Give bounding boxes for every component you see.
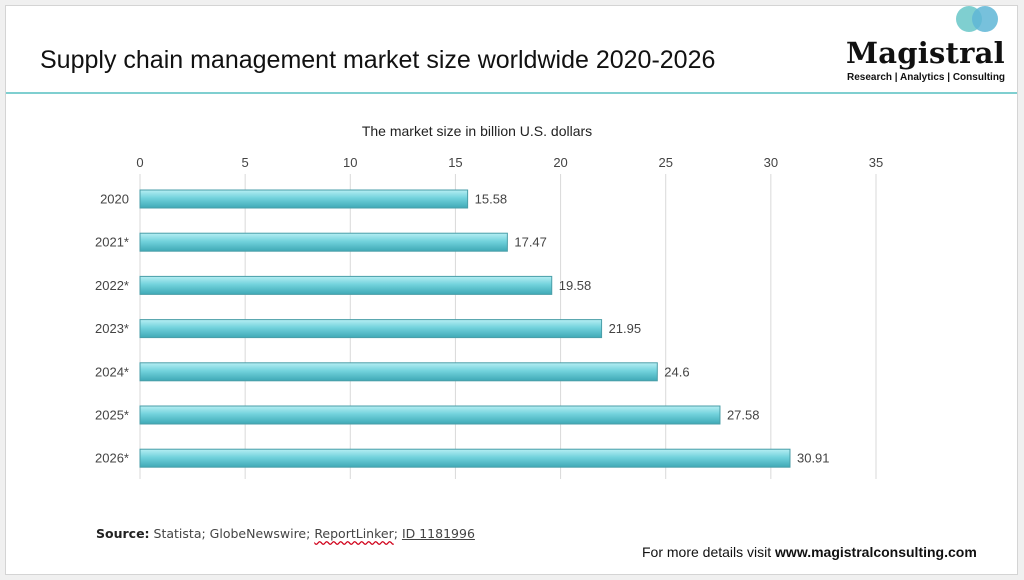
x-tick-label: 0 (136, 155, 143, 170)
chart-title: The market size in billion U.S. dollars (362, 123, 592, 139)
bar-2025 (139, 405, 721, 425)
source-id: ID 1181996 (401, 526, 475, 541)
bar-2021 (139, 232, 508, 252)
data-label: 17.47 (514, 235, 547, 250)
source-reportlinker: ReportLinker (314, 526, 394, 541)
slide: Supply chain management market size worl… (5, 5, 1018, 575)
y-axis-categories: 2020 2021* 2022* 2023* 2024* 2025* 2026* (95, 192, 129, 466)
bar-chart: The market size in billion U.S. dollars … (95, 123, 883, 479)
source-note: Source: Statista; GlobeNewswire; ReportL… (96, 526, 475, 541)
x-tick-label: 5 (242, 155, 249, 170)
category-label: 2021* (95, 235, 129, 250)
data-label: 15.58 (475, 192, 508, 207)
x-tick-label: 30 (764, 155, 778, 170)
category-label: 2020 (100, 192, 129, 207)
category-label: 2026* (95, 451, 129, 466)
logo-circles-icon (956, 6, 998, 32)
x-axis-ticks: 0 5 10 15 20 25 30 35 (136, 155, 883, 170)
category-label: 2025* (95, 408, 129, 423)
category-label: 2023* (95, 321, 129, 336)
header-divider (6, 92, 1017, 94)
page-title: Supply chain management market size worl… (40, 46, 716, 74)
source-label: Source: (96, 526, 150, 541)
footer-link[interactable]: www.magistralconsulting.com (775, 544, 977, 560)
logo-name: Magistral (846, 36, 1005, 70)
data-label: 21.95 (609, 321, 642, 336)
bar-2026 (139, 448, 791, 468)
source-sep: ; (393, 526, 398, 541)
x-tick-label: 15 (448, 155, 462, 170)
logo-circle-right (972, 6, 998, 32)
data-label: 19.58 (559, 278, 592, 293)
bar-2024 (139, 362, 658, 382)
x-tick-label: 35 (869, 155, 883, 170)
source-text-1: Statista; GlobeNewswire; (153, 526, 315, 541)
category-label: 2022* (95, 278, 129, 293)
x-tick-label: 10 (343, 155, 357, 170)
footer-note: For more details visit www.magistralcons… (642, 544, 977, 560)
x-tick-label: 20 (553, 155, 567, 170)
logo-tagline: Research | Analytics | Consulting (847, 72, 1006, 83)
data-label: 30.91 (797, 451, 830, 466)
data-label: 27.58 (727, 408, 760, 423)
bar-2023 (139, 319, 603, 339)
data-labels: 15.58 17.47 19.58 21.95 24.6 27.58 30.91 (475, 192, 830, 466)
bar-2020 (139, 189, 469, 209)
category-label: 2024* (95, 364, 129, 379)
x-tick-label: 25 (658, 155, 672, 170)
footer-prefix: For more details visit (642, 544, 776, 560)
data-label: 24.6 (664, 364, 689, 379)
bars (139, 189, 791, 468)
bar-2022 (139, 275, 553, 295)
magistral-logo: Magistral Research | Analytics | Consult… (844, 6, 1014, 92)
